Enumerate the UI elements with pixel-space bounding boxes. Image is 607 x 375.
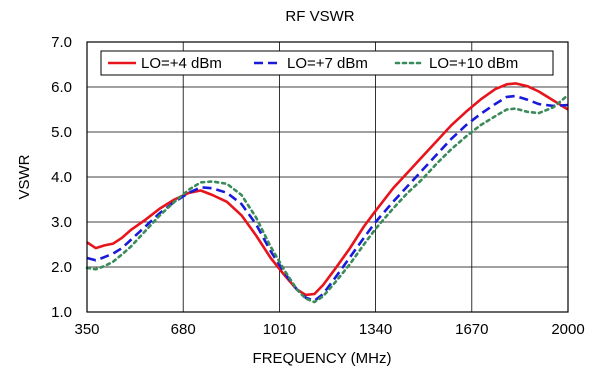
y-tick-label: 3.0 [51,214,72,231]
legend-items: LO=+4 dBm LO=+7 dBm LO=+10 dBm [108,55,518,72]
y-tick-label: 4.0 [51,169,72,186]
grid [87,42,568,312]
x-tick-label: 1670 [455,321,488,338]
y-tick-labels: 1.0 2.0 3.0 4.0 5.0 6.0 7.0 [51,34,72,321]
y-tick-label: 6.0 [51,79,72,96]
y-tick-label: 2.0 [51,259,72,276]
x-tick-label: 1340 [359,321,392,338]
x-tick-label: 1010 [263,321,296,338]
x-tick-labels: 350 680 1010 1340 1670 2000 [74,321,584,338]
x-tick-label: 2000 [551,321,584,338]
y-tick-label: 5.0 [51,124,72,141]
x-tick-label: 350 [74,321,99,338]
chart-title: RF VSWR [285,8,354,25]
legend: LO=+4 dBm LO=+7 dBm LO=+10 dBm [101,51,553,75]
legend-label-2: LO=+7 dBm [287,55,368,72]
y-axis-label: VSWR [16,154,33,199]
series-line-2 [87,96,568,301]
legend-label-1: LO=+4 dBm [141,55,222,72]
series-lines [87,83,568,302]
y-tick-label: 1.0 [51,304,72,321]
series-line-3 [87,95,568,302]
y-tick-label: 7.0 [51,34,72,51]
x-axis-label: FREQUENCY (MHz) [253,350,392,367]
legend-label-3: LO=+10 dBm [429,55,518,72]
x-tick-label: 680 [171,321,196,338]
